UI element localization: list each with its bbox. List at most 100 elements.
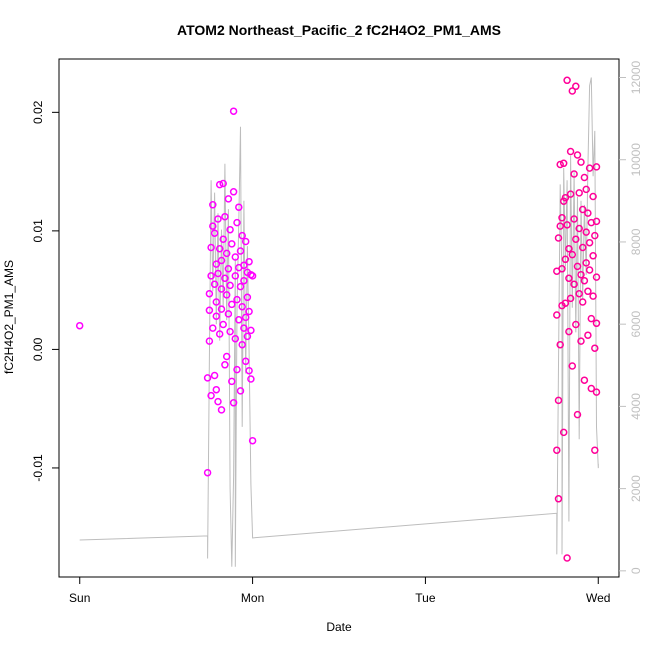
data-point [212, 298, 221, 306]
data-point [572, 82, 580, 91]
data-point [584, 209, 592, 217]
data-point [210, 371, 219, 380]
data-point [592, 388, 601, 396]
data-point [217, 406, 226, 414]
y-right-tick-label: 10000 [629, 143, 643, 177]
y-left-tick-label: -0.01 [31, 454, 45, 482]
data-point [585, 266, 594, 274]
data-point [568, 250, 577, 259]
data-point [591, 446, 599, 454]
data-point [580, 376, 589, 384]
data-point [572, 320, 580, 329]
data-point [221, 361, 229, 369]
data-point [577, 158, 585, 166]
data-point [233, 365, 241, 374]
data-point [236, 282, 245, 291]
data-point [575, 289, 583, 298]
data-point [212, 385, 221, 394]
data-point [221, 212, 229, 221]
data-point [566, 190, 575, 198]
data-point [224, 195, 233, 203]
data-point [226, 281, 234, 290]
data-point [219, 320, 227, 329]
data-point [238, 340, 246, 349]
data-point [226, 327, 234, 336]
data-point [578, 298, 587, 306]
data-point [214, 215, 222, 223]
data-point [592, 163, 601, 171]
data-point [585, 238, 594, 247]
data-point [219, 179, 227, 188]
data-point [75, 321, 84, 330]
data-point [584, 331, 592, 339]
data-point [241, 237, 250, 246]
data-point [582, 185, 590, 194]
data-point [228, 377, 236, 386]
data-point [556, 160, 564, 169]
data-point [587, 314, 596, 323]
y-right-tick-label: 6000 [629, 310, 643, 337]
data-point [207, 243, 215, 252]
data-point [217, 285, 226, 293]
data-point [554, 234, 563, 242]
data-point [205, 289, 214, 298]
data-point [240, 276, 248, 285]
data-point [558, 214, 566, 222]
data-point [226, 225, 234, 234]
data-point [570, 215, 578, 223]
data-point [575, 224, 583, 233]
data-point [238, 231, 246, 240]
data-point [592, 319, 601, 328]
data-point [210, 229, 219, 237]
x-tick-label: Wed [586, 591, 610, 605]
data-point [207, 272, 215, 280]
data-point [553, 446, 561, 454]
x-tick-label: Tue [415, 591, 436, 605]
data-point [205, 306, 214, 315]
data-point [210, 280, 219, 288]
data-point [584, 287, 592, 296]
data-point [565, 244, 573, 253]
data-point [229, 399, 238, 407]
data-point [235, 203, 243, 211]
data-point [207, 391, 215, 400]
data-point [209, 201, 217, 209]
data-point [231, 334, 240, 343]
data-point [229, 188, 238, 196]
data-point [215, 180, 224, 189]
data-point [592, 273, 601, 281]
data-point [563, 76, 571, 85]
data-point [591, 344, 599, 352]
y-left-tick-label: 0.02 [31, 100, 45, 124]
data-point [212, 260, 221, 268]
data-point [563, 221, 571, 229]
data-point [561, 193, 570, 202]
data-point [203, 374, 212, 382]
data-point [570, 280, 578, 288]
data-point [203, 468, 212, 477]
data-point [222, 249, 231, 258]
data-point [554, 495, 563, 503]
data-point [221, 274, 229, 283]
data-point [247, 375, 255, 383]
data-point [578, 205, 587, 214]
scatter-points [75, 76, 601, 562]
data-point [217, 305, 226, 313]
data-point [573, 151, 582, 159]
data-point [238, 302, 246, 311]
data-point [240, 324, 248, 332]
data-point [241, 357, 250, 366]
data-point [247, 326, 255, 335]
data-point [589, 252, 597, 260]
data-point [559, 159, 568, 168]
data-point [219, 235, 227, 243]
data-point [582, 259, 590, 267]
data-point [209, 222, 217, 230]
data-point [224, 265, 233, 273]
data-point [577, 337, 585, 345]
data-point [556, 340, 564, 349]
data-point [236, 247, 245, 255]
data-point [217, 256, 226, 265]
chart-title: ATOM2 Northeast_Pacific_2 fC2H4O2_PM1_AM… [177, 22, 501, 38]
